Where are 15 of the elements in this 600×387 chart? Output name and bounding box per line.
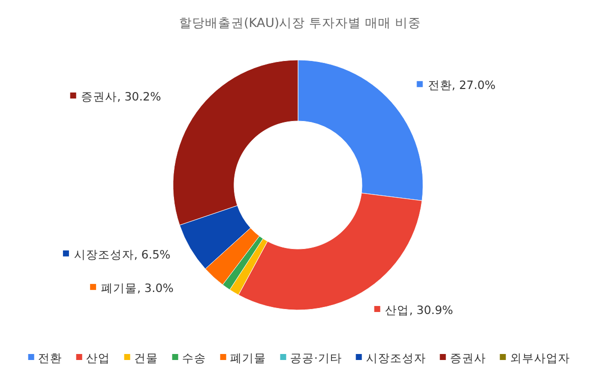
legend-label: 시장조성자 (366, 351, 426, 365)
legend-label: 외부사업자 (510, 351, 570, 365)
legend-label: 수송 (182, 351, 206, 365)
chart-title: 할당배출권(KAU)시장 투자자별 매매 비중 (178, 15, 422, 30)
data-label: 증권사, 30.2% (81, 90, 162, 104)
legend-label: 산업 (86, 351, 110, 365)
legend-label: 공공·기타 (290, 351, 342, 365)
legend-label: 전환 (38, 351, 62, 365)
legend-label: 건물 (134, 351, 158, 365)
legend-label: 폐기물 (230, 351, 266, 365)
legend-label: 증권사 (450, 351, 486, 365)
data-label: 산업, 30.9% (385, 302, 454, 317)
data-label: 시장조성자, 6.5% (74, 247, 171, 262)
data-label: 폐기물, 3.0% (101, 280, 174, 295)
data-label: 전환, 27.0% (428, 78, 496, 92)
